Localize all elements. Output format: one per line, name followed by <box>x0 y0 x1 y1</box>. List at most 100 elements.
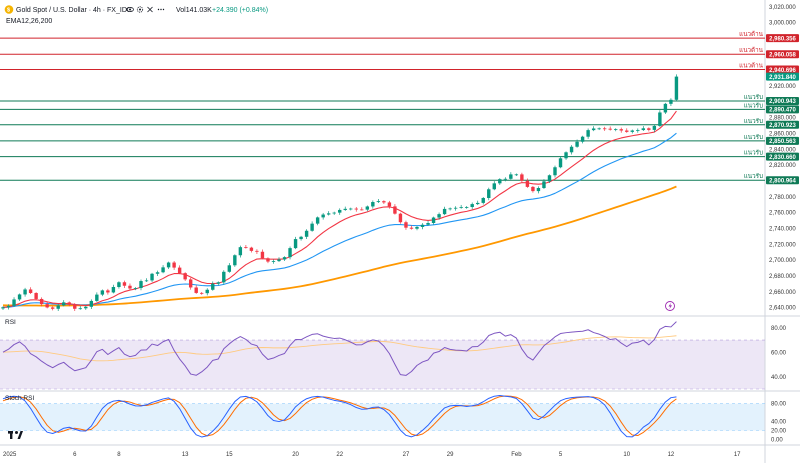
time-tick-label: 17 <box>734 452 741 458</box>
price-tick-label: 2,680.000 <box>769 274 796 280</box>
candle-body <box>431 217 436 224</box>
candle-body <box>166 262 171 268</box>
candlesticks <box>1 74 679 311</box>
time-tick-label: 29 <box>447 452 454 458</box>
support-price-tag: 2,890.470 <box>769 108 796 114</box>
symbol-title[interactable]: Gold Spot / U.S. Dollar · 4h · FX_IDC <box>16 7 132 14</box>
resistance-price-tag: 2,940.696 <box>769 68 796 74</box>
candle-body <box>6 305 11 308</box>
time-tick-label: 10 <box>623 452 630 458</box>
candle-body <box>17 294 22 300</box>
candle-body <box>89 300 94 307</box>
ema200-line <box>2 185 677 307</box>
time-tick-label: 6 <box>73 452 77 458</box>
price-tick-label: 2,660.000 <box>769 290 796 296</box>
candle-body <box>338 209 342 213</box>
support-price-tag-bg <box>766 105 799 114</box>
candle-body <box>155 272 160 274</box>
candle-body <box>238 247 243 256</box>
candle-body <box>73 304 77 309</box>
candle-body <box>547 175 552 182</box>
support-price-tag: 2,830.660 <box>769 155 796 161</box>
candle-body <box>503 178 508 180</box>
price-tick-label: 2,740.000 <box>769 226 796 232</box>
price-tick-label: 2,760.000 <box>769 211 796 217</box>
time-axis[interactable]: 2025 6 8 13 15 20 22 27 29 Feb 5 10 12 17 <box>3 452 741 458</box>
candle-body <box>415 226 419 229</box>
price-tick-label: 2,820.000 <box>769 163 796 169</box>
candle-body <box>343 208 347 210</box>
candle-body <box>39 298 44 305</box>
support-label: แนวรับ <box>744 94 763 101</box>
support-price-tag-bg <box>766 152 799 161</box>
eye-icon[interactable] <box>126 6 134 13</box>
candle-body <box>509 174 513 179</box>
candle-body <box>393 206 397 214</box>
support-price-tag-bg <box>766 120 799 129</box>
candle-body <box>669 99 673 104</box>
time-tick-label: 22 <box>336 452 343 458</box>
candle-body <box>194 287 198 293</box>
candle-body <box>453 207 458 209</box>
support-resistance-levels[interactable]: แนวต้านแนวต้านแนวต้านแนวรับแนวรับแนวรับแ… <box>0 30 765 181</box>
candle-body <box>117 282 121 287</box>
ema-lines <box>2 110 677 308</box>
candle-body <box>28 289 33 294</box>
time-tick-label: 2025 <box>3 452 17 458</box>
support-label: แนวรับ <box>744 102 763 109</box>
candle-body <box>62 302 66 306</box>
candle-body <box>293 239 298 249</box>
candle-body <box>531 186 535 192</box>
candle-body <box>647 128 651 130</box>
more-icon[interactable] <box>157 8 165 11</box>
support-price-tag: 2,900.943 <box>769 99 796 105</box>
stoch-rsi-lines <box>0 395 765 438</box>
rsi-lines <box>0 321 765 390</box>
candle-body <box>233 255 237 266</box>
candle-body <box>282 257 287 260</box>
time-tick-label: 12 <box>668 452 675 458</box>
candle-body <box>536 188 541 192</box>
candle-body <box>111 286 116 293</box>
rsi-pane-title[interactable]: RSI <box>5 319 16 326</box>
candle-body <box>437 214 441 218</box>
candle-body <box>288 248 292 258</box>
candle-body <box>365 206 370 210</box>
candle-body <box>78 308 82 310</box>
candle-body <box>321 214 325 218</box>
candle-body <box>542 181 546 189</box>
price-tick-label: 2,840.000 <box>769 147 796 153</box>
last-price-tag: 2,931.840 <box>769 75 796 81</box>
candle-body <box>183 273 187 280</box>
stoch-pane-title[interactable]: Stoch RSI <box>5 395 34 402</box>
candle-body <box>558 158 563 168</box>
candle-body <box>304 230 309 237</box>
candle-body <box>326 213 331 215</box>
candle-body <box>139 281 143 289</box>
candle-body <box>266 258 270 262</box>
tradingview-logo-icon[interactable] <box>8 431 23 439</box>
price-tick-label: 2,700.000 <box>769 258 796 264</box>
close-icon[interactable] <box>147 6 153 13</box>
settings-icon[interactable] <box>136 6 144 13</box>
candle-body <box>1 307 5 309</box>
lightning-icon[interactable] <box>665 301 675 311</box>
rsi-line <box>2 321 677 376</box>
time-tick-label: 8 <box>117 452 121 458</box>
time-tick-label: 27 <box>403 452 410 458</box>
candle-body <box>100 290 105 295</box>
rsi-tick-label: 80.00 <box>771 326 787 332</box>
resistance-label: แนวต้าน <box>739 62 764 70</box>
candle-body <box>591 128 596 131</box>
candle-body <box>476 202 480 205</box>
ema26-line <box>2 132 677 308</box>
ema-legend-label[interactable]: EMA12,26,200 <box>6 18 52 25</box>
support-price-tag-bg <box>766 176 799 185</box>
resistance-price-tag-bg <box>766 65 799 74</box>
candle-body <box>442 208 447 215</box>
candle-body <box>398 213 403 223</box>
candle-body <box>144 280 149 282</box>
stoch-d-line <box>2 395 677 437</box>
candle-body <box>249 247 254 251</box>
